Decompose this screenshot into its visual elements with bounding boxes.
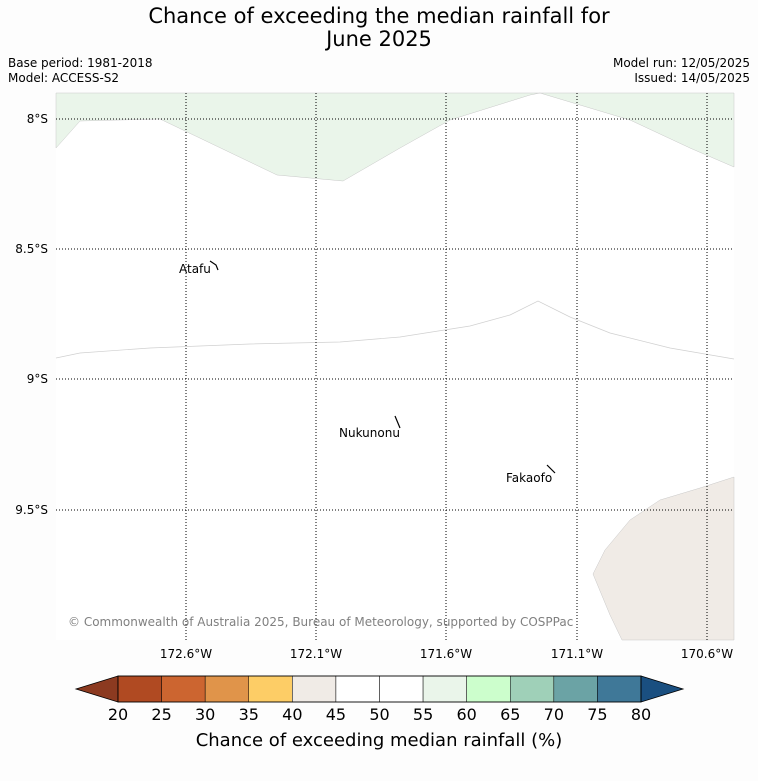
- colorbar-tick-label: 65: [500, 705, 520, 724]
- lon-label-1: 172.6°W: [160, 647, 212, 661]
- colorbar-tick-labels: 20 25 30 35 40 45 50 55 60 65 70 75 80: [108, 705, 651, 724]
- lon-label-4: 171.1°W: [551, 647, 603, 661]
- island-fakaofo-outline: [546, 464, 556, 474]
- contour-line: [55, 300, 735, 360]
- colorbar-tick-label: 40: [282, 705, 302, 724]
- title-line-2: June 2025: [326, 27, 432, 51]
- colorbar-segment: [466, 675, 511, 703]
- place-label-atafu: Atafu: [179, 262, 211, 276]
- colorbar-tick-label: 70: [544, 705, 564, 724]
- colorbar-segments: [117, 675, 642, 703]
- colorbar-segment: [379, 675, 424, 703]
- colorbar-tick-label: 20: [108, 705, 128, 724]
- island-atafu-outline: [209, 260, 219, 271]
- model-run: Model run: 12/05/2025: [612, 56, 750, 70]
- colorbar-segment: [335, 675, 380, 703]
- colorbar-segment: [422, 675, 467, 703]
- title-line-1: Chance of exceeding the median rainfall …: [148, 4, 610, 28]
- island-nukunonu-outline: [394, 415, 401, 429]
- lat-label-4: 9.5°S: [15, 503, 48, 517]
- gridlines: [56, 93, 734, 640]
- colorbar-tick-label: 50: [369, 705, 389, 724]
- lat-label-2: 8.5°S: [15, 242, 48, 256]
- shade-region-bottom-right: [592, 476, 735, 641]
- meta-left: Base period: 1981-2018 Model: ACCESS-S2: [8, 56, 153, 86]
- colorbar-segment: [553, 675, 598, 703]
- colorbar-segment: [248, 675, 293, 703]
- colorbar-segment: [161, 675, 206, 703]
- colorbar-tick-label: 80: [631, 705, 651, 724]
- colorbar-tick-label: 45: [326, 705, 346, 724]
- colorbar-tick-label: 25: [151, 705, 171, 724]
- colorbar-segment: [597, 675, 642, 703]
- colorbar-tick-label: 75: [587, 705, 607, 724]
- colorbar-label: Chance of exceeding median rainfall (%): [195, 730, 563, 751]
- colorbar-segment: [117, 675, 162, 703]
- colorbar-tick-label: 55: [413, 705, 433, 724]
- colorbar-segment: [292, 675, 337, 703]
- colorbar-outline: [117, 675, 642, 703]
- colorbar-segment: [204, 675, 250, 703]
- lon-label-5: 170.6°W: [681, 647, 733, 661]
- colorbar-segment: [510, 675, 555, 703]
- model-name: Model: ACCESS-S2: [8, 71, 120, 85]
- meta-right: Model run: 12/05/2025 Issued: 14/05/2025: [613, 56, 750, 86]
- chart-title: Chance of exceeding the median rainfall …: [0, 5, 758, 51]
- place-label-nukunonu: Nukunonu: [339, 426, 400, 440]
- lat-label-1: 8°S: [27, 112, 48, 126]
- colorbar-tick-label: 60: [456, 705, 476, 724]
- colorbar-tick-label: 35: [239, 705, 259, 724]
- base-period: Base period: 1981-2018: [8, 56, 153, 70]
- lon-label-3: 171.6°W: [420, 647, 472, 661]
- colorbar-tick-label: 30: [195, 705, 215, 724]
- issued-date: Issued: 14/05/2025: [634, 71, 750, 85]
- shade-region-top: [55, 92, 735, 182]
- lon-label-2: 172.1°W: [290, 647, 342, 661]
- place-label-fakaofo: Fakaofo: [506, 471, 552, 485]
- colorbar-extend-low: [74, 675, 119, 703]
- copyright-text: © Commonwealth of Australia 2025, Bureau…: [68, 615, 573, 629]
- lat-label-3: 9°S: [27, 372, 48, 386]
- colorbar: 20 25 30 35 40 45 50 55 60 65 70 75 80: [74, 675, 685, 724]
- colorbar-extend-high: [640, 675, 685, 703]
